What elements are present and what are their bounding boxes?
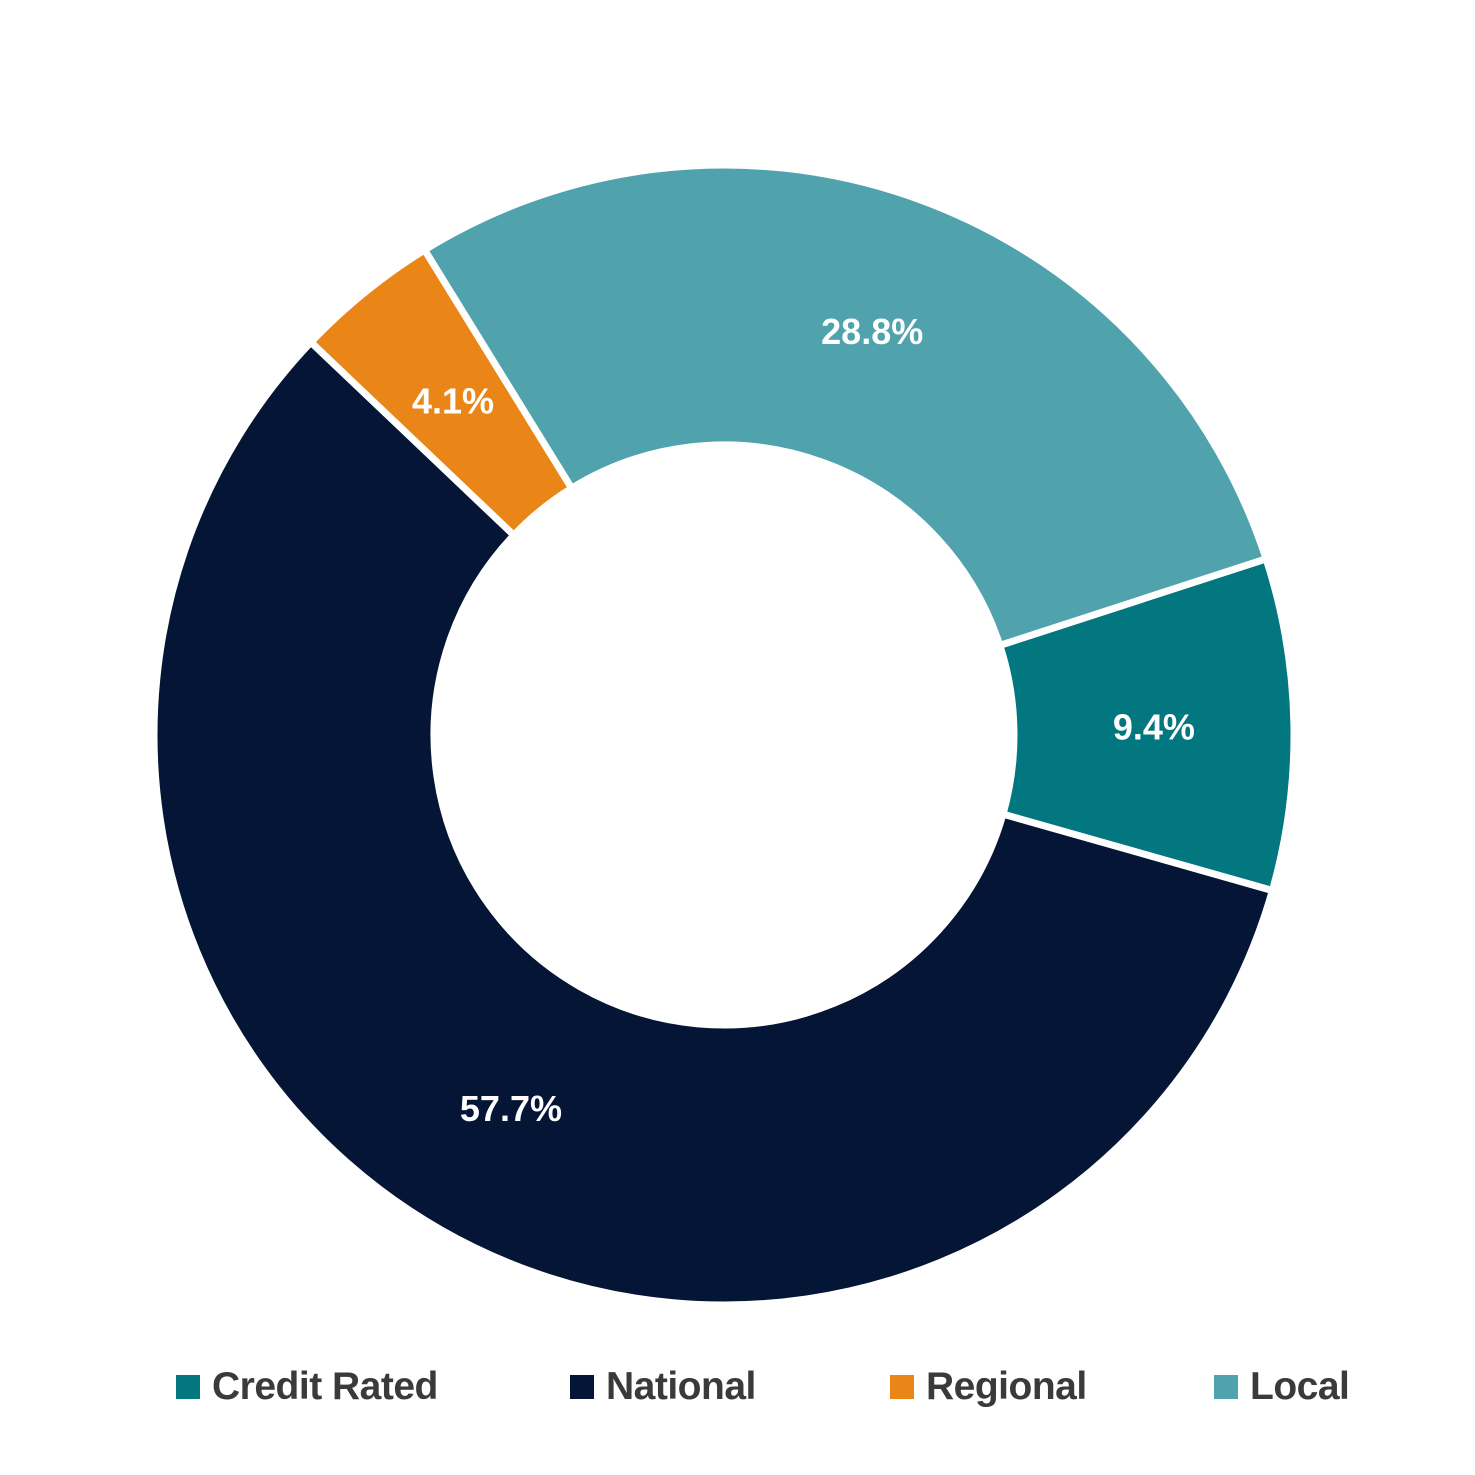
legend-label-regional: Regional	[926, 1365, 1087, 1408]
data-label-credit-rated: 9.4%	[1113, 706, 1195, 747]
data-label-national: 57.7%	[460, 1088, 562, 1129]
legend-item-credit-rated[interactable]: Credit Rated	[176, 1362, 438, 1412]
legend-item-local[interactable]: Local	[1214, 1362, 1350, 1412]
data-label-regional: 4.1%	[412, 381, 494, 422]
chart-legend: Credit Rated National Regional Local	[0, 1362, 1475, 1412]
legend-item-national[interactable]: National	[570, 1362, 756, 1412]
data-label-local: 28.8%	[821, 311, 923, 352]
legend-label-local: Local	[1250, 1365, 1350, 1408]
legend-label-credit-rated: Credit Rated	[212, 1365, 438, 1408]
legend-swatch-local	[1214, 1375, 1238, 1399]
slice-local[interactable]	[419, 161, 1271, 650]
chart-data-labels: 9.4% 57.7% 4.1% 28.8%	[412, 311, 1195, 1129]
legend-swatch-national	[570, 1375, 594, 1399]
legend-item-regional[interactable]: Regional	[890, 1362, 1087, 1412]
legend-swatch-credit-rated	[176, 1375, 200, 1399]
legend-label-national: National	[606, 1365, 756, 1408]
slice-national[interactable]	[150, 337, 1277, 1309]
chart-slices	[150, 161, 1298, 1309]
legend-swatch-regional	[890, 1375, 914, 1399]
